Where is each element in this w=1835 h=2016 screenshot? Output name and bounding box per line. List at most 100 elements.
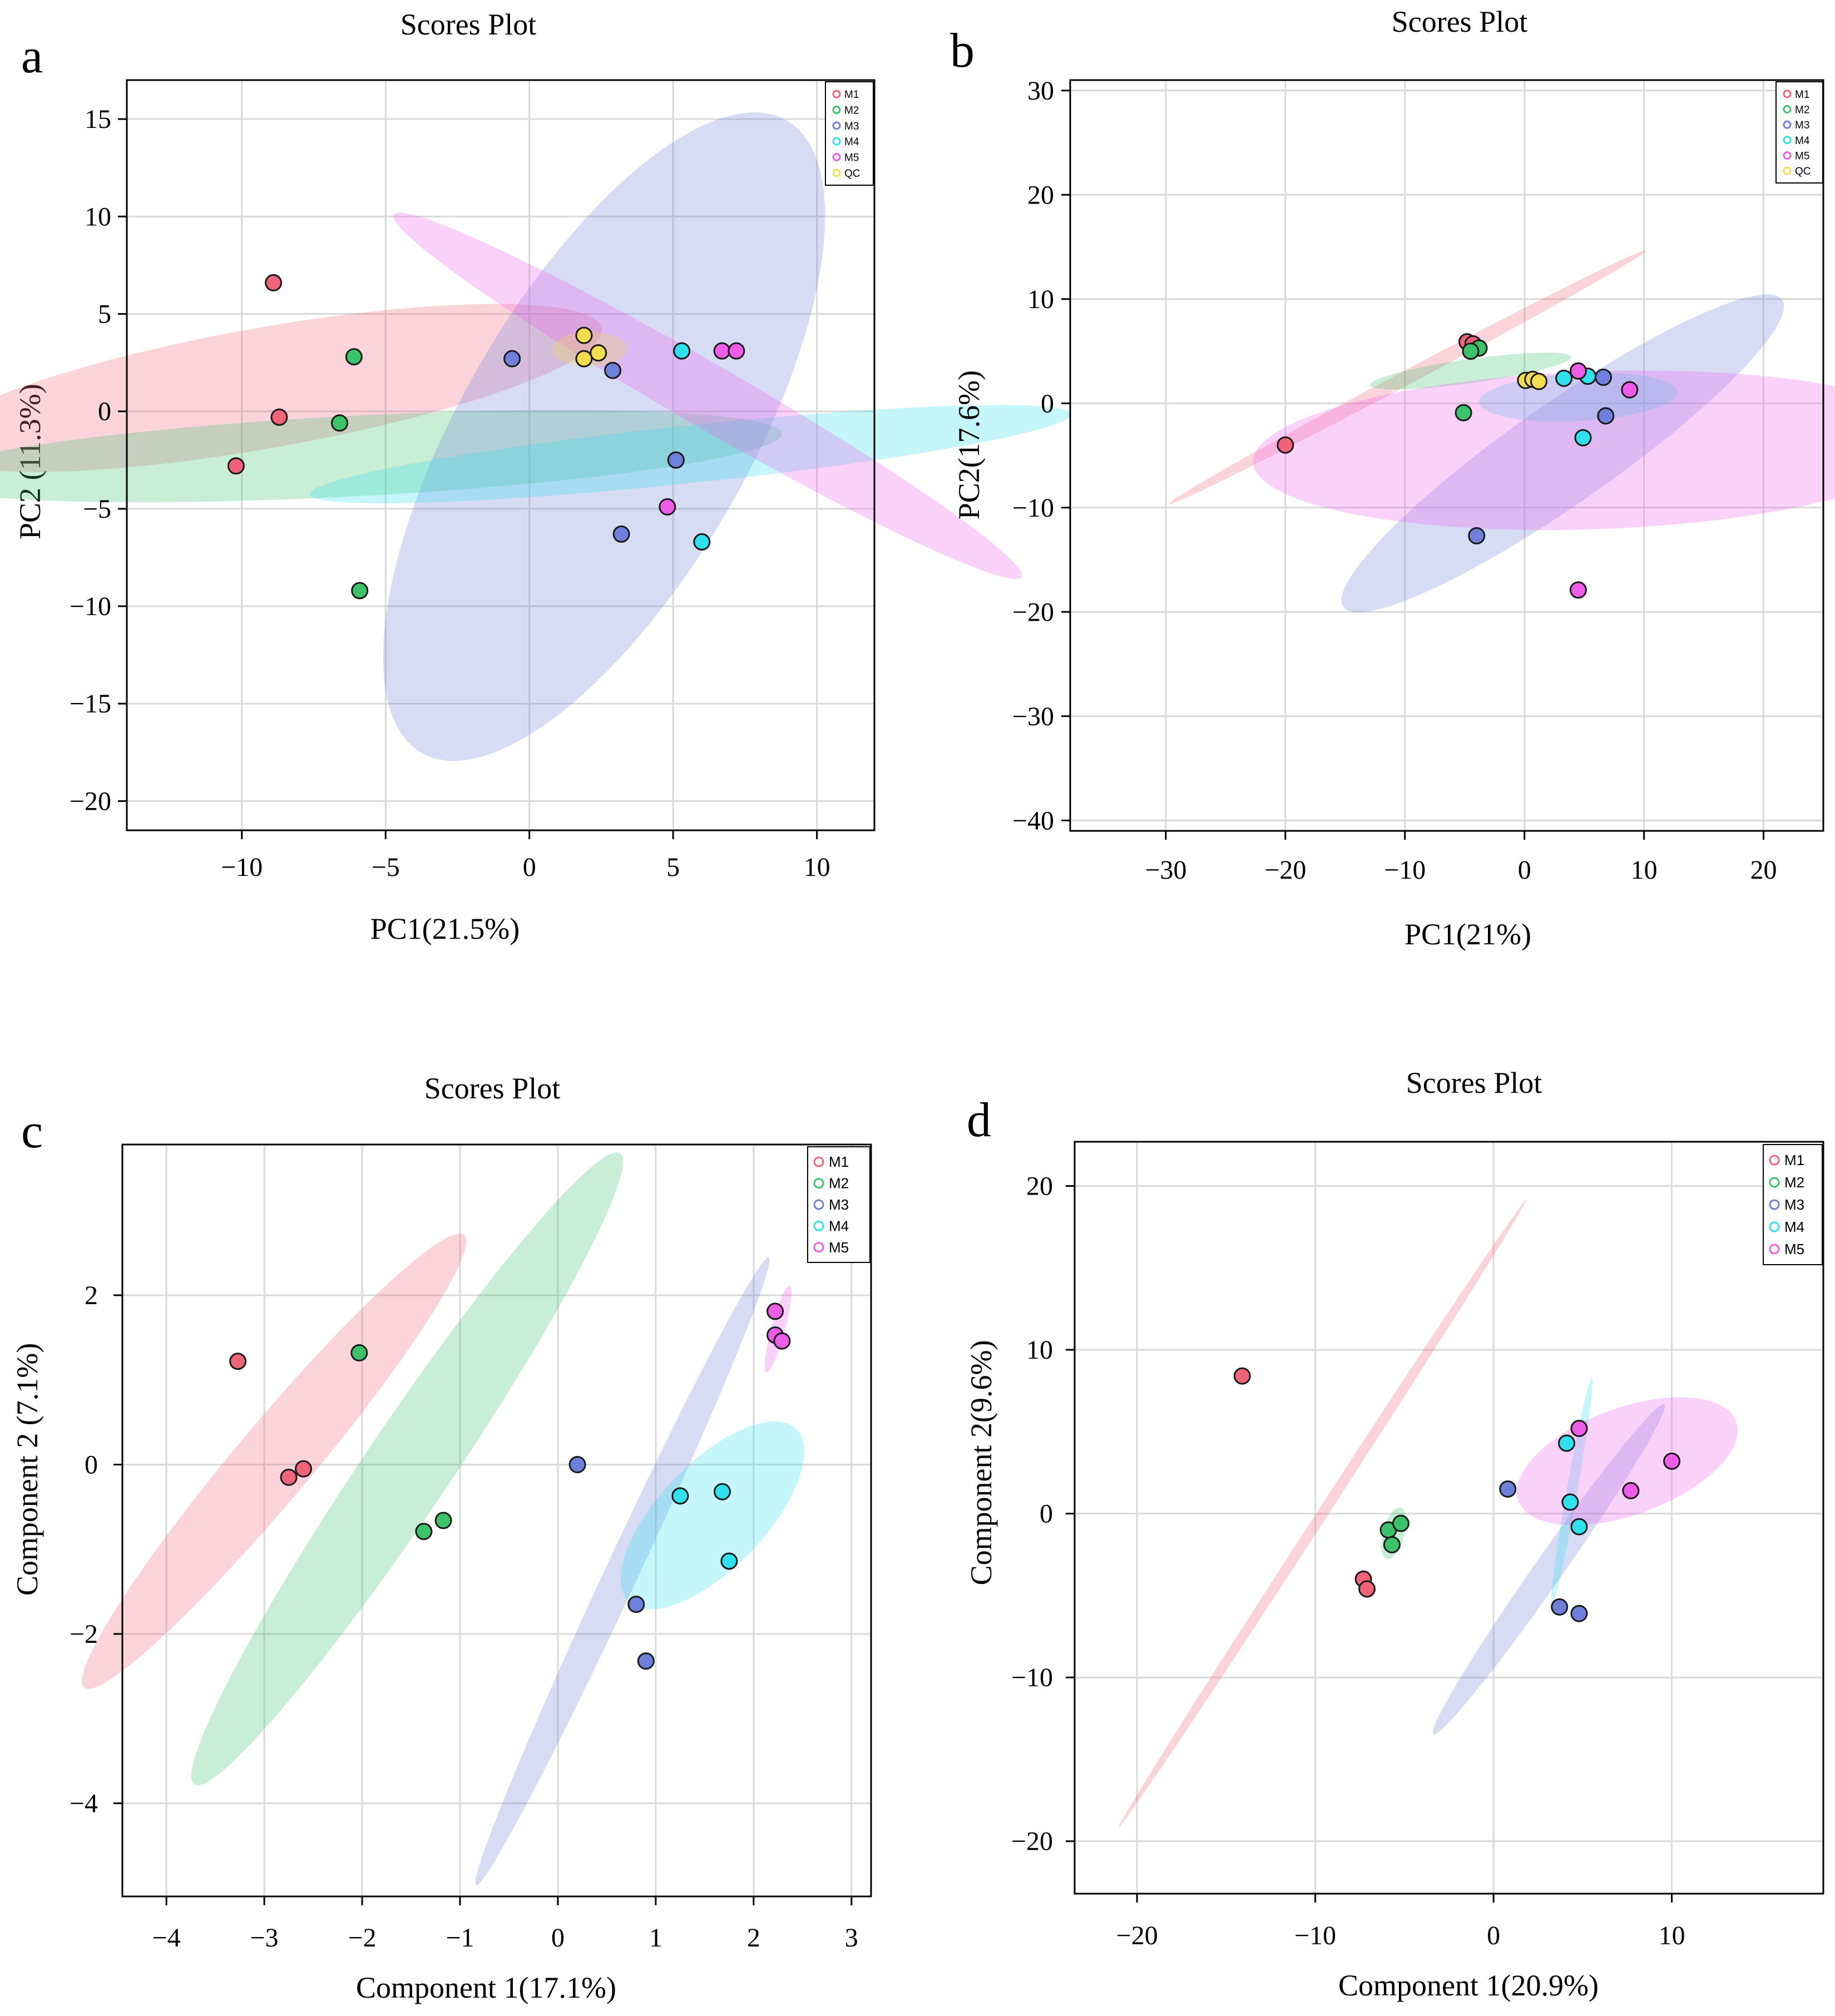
point-m5-a	[659, 498, 676, 516]
legend-box-b	[1775, 81, 1823, 184]
y-tick-label-c: −4	[70, 1789, 98, 1819]
x-tick-label-c: 1	[649, 1923, 662, 1953]
legend-label-m1-a: M1	[844, 89, 859, 101]
panel-b: b Scores Plot PC1(21%) PC2(17.6%) −30 −20…	[950, 5, 1835, 951]
point-m4-d	[1558, 1434, 1576, 1452]
panel-letter-b: b	[950, 24, 975, 78]
point-m4-a	[673, 342, 691, 360]
legend-marker-m3-b	[1783, 120, 1792, 129]
point-m1-c	[295, 1460, 313, 1478]
x-tick-label-d: 10	[1659, 1921, 1685, 1950]
y-tick-label-b: −30	[1012, 702, 1054, 731]
point-m2-a	[351, 582, 369, 600]
panel-a: a Scores Plot PC1(21.5%) PC2 (11.3%) −10…	[0, 8, 1071, 945]
ellipse-m5-d	[1516, 1397, 1738, 1525]
panel-letter-d: d	[967, 1093, 991, 1147]
y-tick-label-b: −10	[1012, 493, 1054, 523]
x-tick-label-c: 2	[747, 1923, 760, 1953]
legend-marker-qc-b	[1783, 166, 1792, 175]
y-tick-label-b: 0	[1041, 389, 1054, 418]
legend-box-a	[825, 81, 874, 186]
panel-letter-c: c	[21, 1104, 43, 1158]
x-tick-label-d: −20	[1116, 1921, 1158, 1950]
point-m1-a	[227, 457, 245, 475]
legend-marker-m5-a	[832, 153, 841, 161]
ellipse-qc-a	[552, 331, 627, 366]
legend-marker-m4-b	[1783, 136, 1792, 145]
legend-label-m2-b: M2	[1795, 105, 1809, 116]
chart-title-a: Scores Plot	[400, 8, 537, 41]
x-tick-label-d: −10	[1294, 1921, 1336, 1950]
ellipse-m2-b	[1370, 352, 1571, 390]
legend-label-m5-b: M5	[1795, 151, 1809, 162]
y-tick-label-c: −2	[70, 1619, 98, 1649]
y-tick-label-a: −5	[83, 494, 111, 524]
x-tick-label-b: −30	[1145, 855, 1186, 885]
ellipse-m1-d	[1118, 1200, 1527, 1828]
point-m3-a	[503, 350, 521, 368]
y-tick-label-a: −10	[70, 592, 111, 621]
y-tick-label-d: −20	[1011, 1827, 1053, 1856]
point-m1-a	[270, 408, 288, 426]
legend-marker-m2-b	[1783, 105, 1792, 113]
point-m4-a	[693, 533, 711, 551]
legend-marker-m4-a	[832, 137, 841, 146]
point-m3-a	[604, 361, 622, 379]
point-m2-a	[331, 414, 349, 432]
point-m1-b	[1277, 436, 1294, 454]
point-m4-c	[671, 1487, 689, 1505]
y-tick-label-a: 5	[98, 299, 111, 329]
point-m3-d	[1570, 1604, 1588, 1622]
x-tick-label-d: 0	[1487, 1921, 1500, 1950]
point-m2-d	[1392, 1514, 1409, 1532]
point-m4-c	[714, 1483, 731, 1500]
point-m5-d	[1570, 1419, 1588, 1437]
x-tick-label-c: −2	[348, 1923, 377, 1953]
point-qc-a	[590, 344, 607, 362]
point-qc-b	[1530, 373, 1547, 390]
point-qc-a	[575, 326, 593, 344]
point-m3-d	[1499, 1480, 1517, 1498]
legend-b: M1 M2 M3 M4 M5 QC	[1775, 81, 1823, 184]
legend-label-m1-c: M1	[829, 1153, 849, 1170]
legend-label-m4-c: M4	[829, 1217, 849, 1234]
y-axis-label-b: PC2(17.6%)	[952, 370, 986, 520]
point-m3-a	[667, 451, 685, 469]
legend-label-qc-b: QC	[1795, 166, 1811, 177]
point-m5-a	[728, 342, 745, 360]
point-m5-d	[1622, 1482, 1640, 1499]
legend-marker-m2-c	[813, 1178, 824, 1189]
legend-d: M1 M2 M3 M4 M5	[1763, 1144, 1823, 1265]
ellipse-m2-c	[191, 1152, 624, 1786]
point-m4-b	[1555, 369, 1573, 387]
point-m2-b	[1462, 343, 1480, 360]
x-tick-label-a: −10	[221, 853, 263, 882]
legend-label-m4-a: M4	[844, 136, 859, 148]
ellipse-m1-a	[0, 304, 602, 472]
plot-frame-c	[121, 1143, 872, 1898]
y-tick-label-d: 10	[1026, 1335, 1053, 1365]
legend-marker-m2-d	[1769, 1177, 1780, 1188]
legend-label-m2-d: M2	[1784, 1174, 1804, 1191]
point-m2-c	[434, 1512, 452, 1529]
x-tick-label-c: 3	[845, 1923, 858, 1953]
legend-label-m1-d: M1	[1784, 1152, 1804, 1168]
point-m3-c	[637, 1652, 655, 1670]
x-tick-label-a: 10	[804, 853, 830, 882]
point-m1-c	[229, 1353, 247, 1370]
y-tick-label-b: 20	[1027, 180, 1054, 210]
ellipse-m3-c	[475, 1257, 770, 1885]
y-tick-label-b: −20	[1012, 597, 1054, 627]
point-m3-b	[1597, 407, 1615, 425]
chart-title-c: Scores Plot	[424, 1072, 561, 1105]
point-m1-d	[1358, 1580, 1376, 1598]
plot-frame-d	[1074, 1141, 1824, 1895]
x-tick-label-a: 5	[666, 853, 680, 882]
legend-label-m3-c: M3	[829, 1196, 849, 1213]
legend-marker-m1-a	[832, 90, 841, 98]
point-m2-c	[350, 1344, 368, 1362]
x-axis-label-a: PC1(21.5%)	[370, 912, 520, 945]
panel-d: d Scores Plot Component 1(20.9%) Compone…	[965, 1066, 1824, 2002]
y-tick-label-b: −40	[1012, 806, 1054, 835]
legend-label-m3-b: M3	[1795, 120, 1809, 131]
